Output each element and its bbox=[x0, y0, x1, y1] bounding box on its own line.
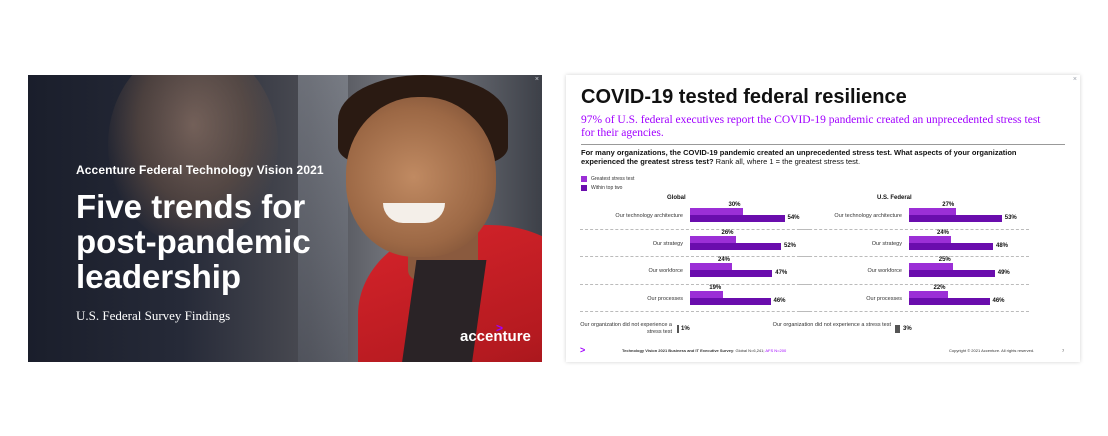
legend-swatch bbox=[581, 184, 587, 191]
chart-row: Our processes 22% 46% bbox=[799, 284, 1029, 312]
data-label: 46% bbox=[992, 297, 1005, 304]
panel-title-global: Global bbox=[667, 195, 686, 201]
data-label: 24% bbox=[937, 229, 950, 236]
no-stress-bar-us-federal bbox=[895, 325, 900, 333]
data-label: 25% bbox=[938, 257, 951, 263]
accenture-mark-icon: > bbox=[580, 345, 586, 355]
category-label: Our workforce bbox=[648, 268, 683, 274]
category-label: Our technology architecture bbox=[834, 213, 902, 219]
survey-question: For many organizations, the COVID-19 pan… bbox=[581, 148, 1061, 166]
chart-legend: Greatest stress test Within top two bbox=[581, 174, 634, 192]
bar-top-two bbox=[690, 242, 781, 250]
no-stress-value-us-federal: 3% bbox=[903, 326, 912, 332]
data-label: 46% bbox=[773, 297, 786, 304]
category-label: Our strategy bbox=[871, 240, 902, 247]
data-label: 47% bbox=[775, 270, 788, 276]
no-stress-bar-global bbox=[677, 325, 679, 333]
data-label: 48% bbox=[996, 242, 1009, 249]
data-label: 54% bbox=[787, 215, 800, 221]
bar-greatest bbox=[909, 290, 948, 298]
data-label: 52% bbox=[784, 242, 797, 249]
chart-row: Our technology architecture 30% 54% bbox=[580, 202, 810, 230]
panel-title-us-federal: U.S. Federal bbox=[877, 195, 912, 201]
bar-greatest bbox=[909, 263, 953, 270]
category-label: Our strategy bbox=[652, 240, 683, 247]
accenture-logo: accenture bbox=[460, 328, 531, 345]
footer-source-accent: AFS N=200 bbox=[765, 348, 787, 353]
category-label: Our technology architecture bbox=[615, 213, 683, 219]
cover-title: Five trends for post-pandemic leadership bbox=[76, 188, 311, 295]
chart-row: Our workforce 24% 47% bbox=[580, 257, 810, 285]
page-number: 7 bbox=[1062, 348, 1065, 353]
chart-row: Our processes 19% 46% bbox=[580, 284, 810, 312]
slide-title: COVID-19 tested federal resilience bbox=[581, 86, 907, 108]
category-label: Our workforce bbox=[867, 268, 902, 274]
no-stress-value-global: 1% bbox=[681, 326, 690, 332]
resilience-slide[interactable]: × COVID-19 tested federal resilience 97%… bbox=[566, 75, 1080, 362]
bar-top-two bbox=[909, 242, 993, 250]
no-stress-label-global: Our organization did not experience a st… bbox=[580, 322, 672, 335]
chart-row: Our strategy 24% 48% bbox=[799, 229, 1029, 257]
smile bbox=[383, 203, 445, 223]
legend-label: Within top two bbox=[591, 184, 623, 191]
data-label: 24% bbox=[718, 257, 731, 263]
chart-row: Our technology architecture 27% 53% bbox=[799, 202, 1029, 230]
bar-greatest bbox=[690, 263, 732, 270]
no-stress-label-us-federal: Our organization did not experience a st… bbox=[772, 322, 891, 328]
cover-subtitle: U.S. Federal Survey Findings bbox=[76, 308, 231, 323]
bar-greatest bbox=[690, 290, 724, 298]
accenture-mark-icon: > bbox=[496, 321, 504, 335]
close-icon[interactable]: × bbox=[534, 76, 539, 83]
bar-top-two bbox=[690, 270, 773, 277]
bar-top-two bbox=[909, 297, 990, 305]
data-label: 49% bbox=[997, 270, 1010, 276]
footer-copyright: Copyright © 2021 Accenture. All rights r… bbox=[949, 348, 1035, 353]
legend-item: Greatest stress test bbox=[581, 174, 634, 183]
bar-top-two bbox=[690, 215, 785, 222]
bar-top-two bbox=[909, 215, 1002, 222]
question-bold: For many organizations, the COVID-19 pan… bbox=[581, 148, 1017, 166]
footer-source-bold: Technology Vision 2021 Business and IT E… bbox=[622, 348, 734, 353]
divider bbox=[581, 144, 1065, 145]
data-label: 30% bbox=[728, 202, 741, 208]
footer-source-rest: : Global N=6,241; bbox=[733, 348, 766, 353]
category-label: Our processes bbox=[647, 295, 683, 302]
data-label: 26% bbox=[721, 229, 734, 236]
data-label: 53% bbox=[1004, 215, 1017, 221]
global-chart: Our technology architecture 30% 54% Our str… bbox=[580, 202, 810, 312]
data-label: 27% bbox=[942, 202, 955, 208]
chart-row: Our workforce 25% 49% bbox=[799, 257, 1029, 285]
chart-row: Our strategy 26% 52% bbox=[580, 229, 810, 257]
cover-slide[interactable]: Accenture Federal Technology Vision 2021… bbox=[28, 75, 542, 362]
data-label: 22% bbox=[933, 284, 946, 291]
close-icon[interactable]: × bbox=[1072, 76, 1077, 83]
bar-greatest bbox=[690, 208, 743, 215]
data-label: 19% bbox=[709, 284, 722, 291]
legend-item: Within top two bbox=[581, 183, 634, 192]
bar-top-two bbox=[909, 270, 995, 277]
cover-eyebrow: Accenture Federal Technology Vision 2021 bbox=[76, 163, 324, 177]
legend-swatch bbox=[581, 175, 587, 182]
bar-greatest bbox=[909, 235, 951, 243]
smiling-woman-face bbox=[346, 97, 496, 257]
background-person bbox=[108, 75, 278, 245]
us-federal-chart: Our technology architecture 27% 53% Our str… bbox=[799, 202, 1029, 312]
bar-greatest bbox=[909, 208, 957, 215]
legend-label: Greatest stress test bbox=[591, 175, 635, 182]
bar-top-two bbox=[690, 297, 771, 305]
footer-source: Technology Vision 2021 Business and IT E… bbox=[622, 348, 786, 353]
category-label: Our processes bbox=[866, 295, 902, 302]
cover-text: Accenture Federal Technology Vision 2021… bbox=[76, 163, 366, 324]
bar-greatest bbox=[690, 235, 736, 243]
question-rest: Rank all, where 1 = the greatest stress … bbox=[713, 157, 861, 166]
slide-subtitle: 97% of U.S. federal executives report th… bbox=[581, 114, 1041, 139]
